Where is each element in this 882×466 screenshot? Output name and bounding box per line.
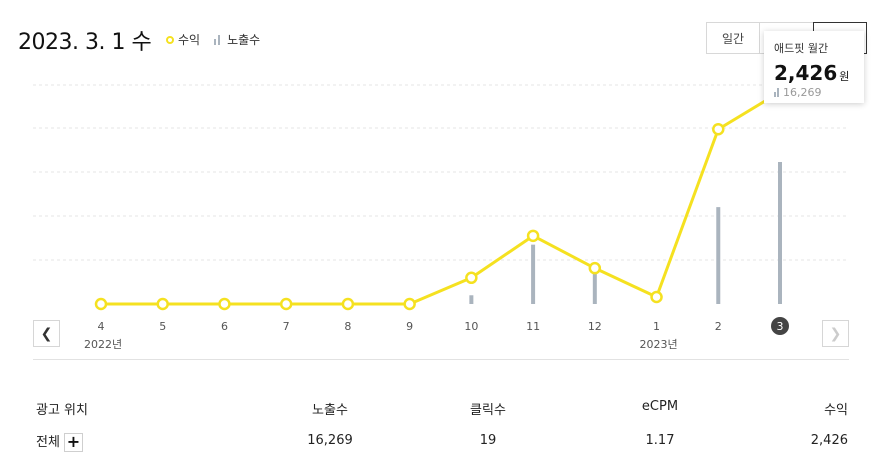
revenue-point-1 bbox=[650, 290, 663, 304]
legend-revenue: 수익 bbox=[178, 33, 201, 47]
row-name-cell: 전체 + bbox=[36, 431, 83, 452]
row-impressions: 16,269 bbox=[307, 433, 353, 448]
chevron-left-icon: ❮ bbox=[40, 325, 53, 342]
x-tick-label-7: 7 bbox=[283, 320, 290, 333]
revenue-point-10 bbox=[465, 271, 478, 285]
x-tick-label-4: 4 bbox=[98, 320, 105, 333]
row-revenue: 2,426 bbox=[810, 433, 848, 448]
x-tick-label-3: 3 bbox=[777, 320, 784, 333]
expand-plus-button[interactable]: + bbox=[63, 433, 83, 452]
legend-impressions: 노출수 bbox=[227, 33, 261, 47]
impressions-legend-icon bbox=[214, 34, 222, 45]
impressions-bar-12 bbox=[592, 272, 597, 304]
impressions-bar-10 bbox=[469, 295, 474, 304]
x-tick-label-11: 11 bbox=[526, 320, 540, 333]
tooltip-label: 애드핏 월간 bbox=[774, 42, 829, 55]
chart-legend: 수익 노출수 bbox=[166, 31, 260, 48]
impressions-bar-2 bbox=[716, 207, 721, 304]
revenue-point-5 bbox=[156, 297, 169, 311]
x-tick-label-12: 12 bbox=[588, 320, 602, 333]
revenue-point-8 bbox=[341, 297, 355, 311]
revenue-point-11 bbox=[526, 229, 540, 243]
tooltip-sub-row: 16,269 bbox=[774, 86, 854, 99]
chevron-right-icon: ❯ bbox=[829, 325, 842, 342]
header-ad-position: 광고 위치 bbox=[36, 403, 88, 418]
revenue-point-9 bbox=[403, 297, 416, 311]
revenue-legend-icon bbox=[166, 35, 174, 44]
row-name: 전체 bbox=[36, 435, 60, 450]
x-tick-label-9: 9 bbox=[406, 320, 413, 333]
weekday-text: 수 bbox=[131, 30, 152, 55]
next-period-button[interactable]: ❯ bbox=[822, 320, 849, 347]
tooltip-value-row: 2,426 원 bbox=[774, 61, 854, 85]
x-tick-label-5: 5 bbox=[159, 320, 166, 333]
impressions-bar-3 bbox=[778, 162, 782, 304]
x-tick-label-1: 1 bbox=[653, 320, 660, 333]
x-tick-label-8: 8 bbox=[344, 320, 351, 333]
revenue-line bbox=[101, 90, 781, 306]
chart-tooltip: 애드핏 월간 2,426 원 16,269 bbox=[764, 31, 864, 103]
header-impressions[interactable]: 노출수 bbox=[312, 403, 348, 418]
tooltip-value: 2,426 bbox=[774, 61, 838, 85]
divider bbox=[33, 359, 849, 360]
prev-period-button[interactable]: ❮ bbox=[33, 320, 60, 347]
selected-month-marker bbox=[771, 317, 789, 335]
revenue-point-6 bbox=[218, 297, 231, 311]
x-tick-label-6: 6 bbox=[221, 320, 228, 333]
tooltip-sub-value: 16,269 bbox=[783, 86, 822, 99]
x-tick-label-2: 2 bbox=[715, 320, 722, 333]
page-title: 2023. 3. 1 수 bbox=[18, 24, 152, 56]
date-text: 2023. 3. 1 bbox=[18, 30, 125, 55]
row-clicks: 19 bbox=[479, 433, 497, 448]
header-ecpm[interactable]: eCPM bbox=[641, 399, 679, 414]
revenue-point-7 bbox=[279, 297, 293, 311]
header-revenue[interactable]: 수익 bbox=[824, 403, 848, 418]
impressions-icon bbox=[774, 88, 780, 97]
header-clicks[interactable]: 클릭수 bbox=[470, 403, 506, 418]
tooltip-unit: 원 bbox=[839, 70, 850, 83]
tab-daily[interactable]: 일간 bbox=[706, 22, 760, 54]
impressions-bar-11 bbox=[531, 244, 536, 304]
x-tick-label-10: 10 bbox=[464, 320, 478, 333]
revenue-point-12 bbox=[588, 261, 602, 275]
revenue-point-4 bbox=[94, 297, 108, 311]
year-label: 2022년 bbox=[84, 338, 122, 351]
revenue-point-2 bbox=[712, 122, 725, 136]
year-label: 2023년 bbox=[640, 338, 678, 351]
row-ecpm: 1.17 bbox=[645, 433, 675, 448]
